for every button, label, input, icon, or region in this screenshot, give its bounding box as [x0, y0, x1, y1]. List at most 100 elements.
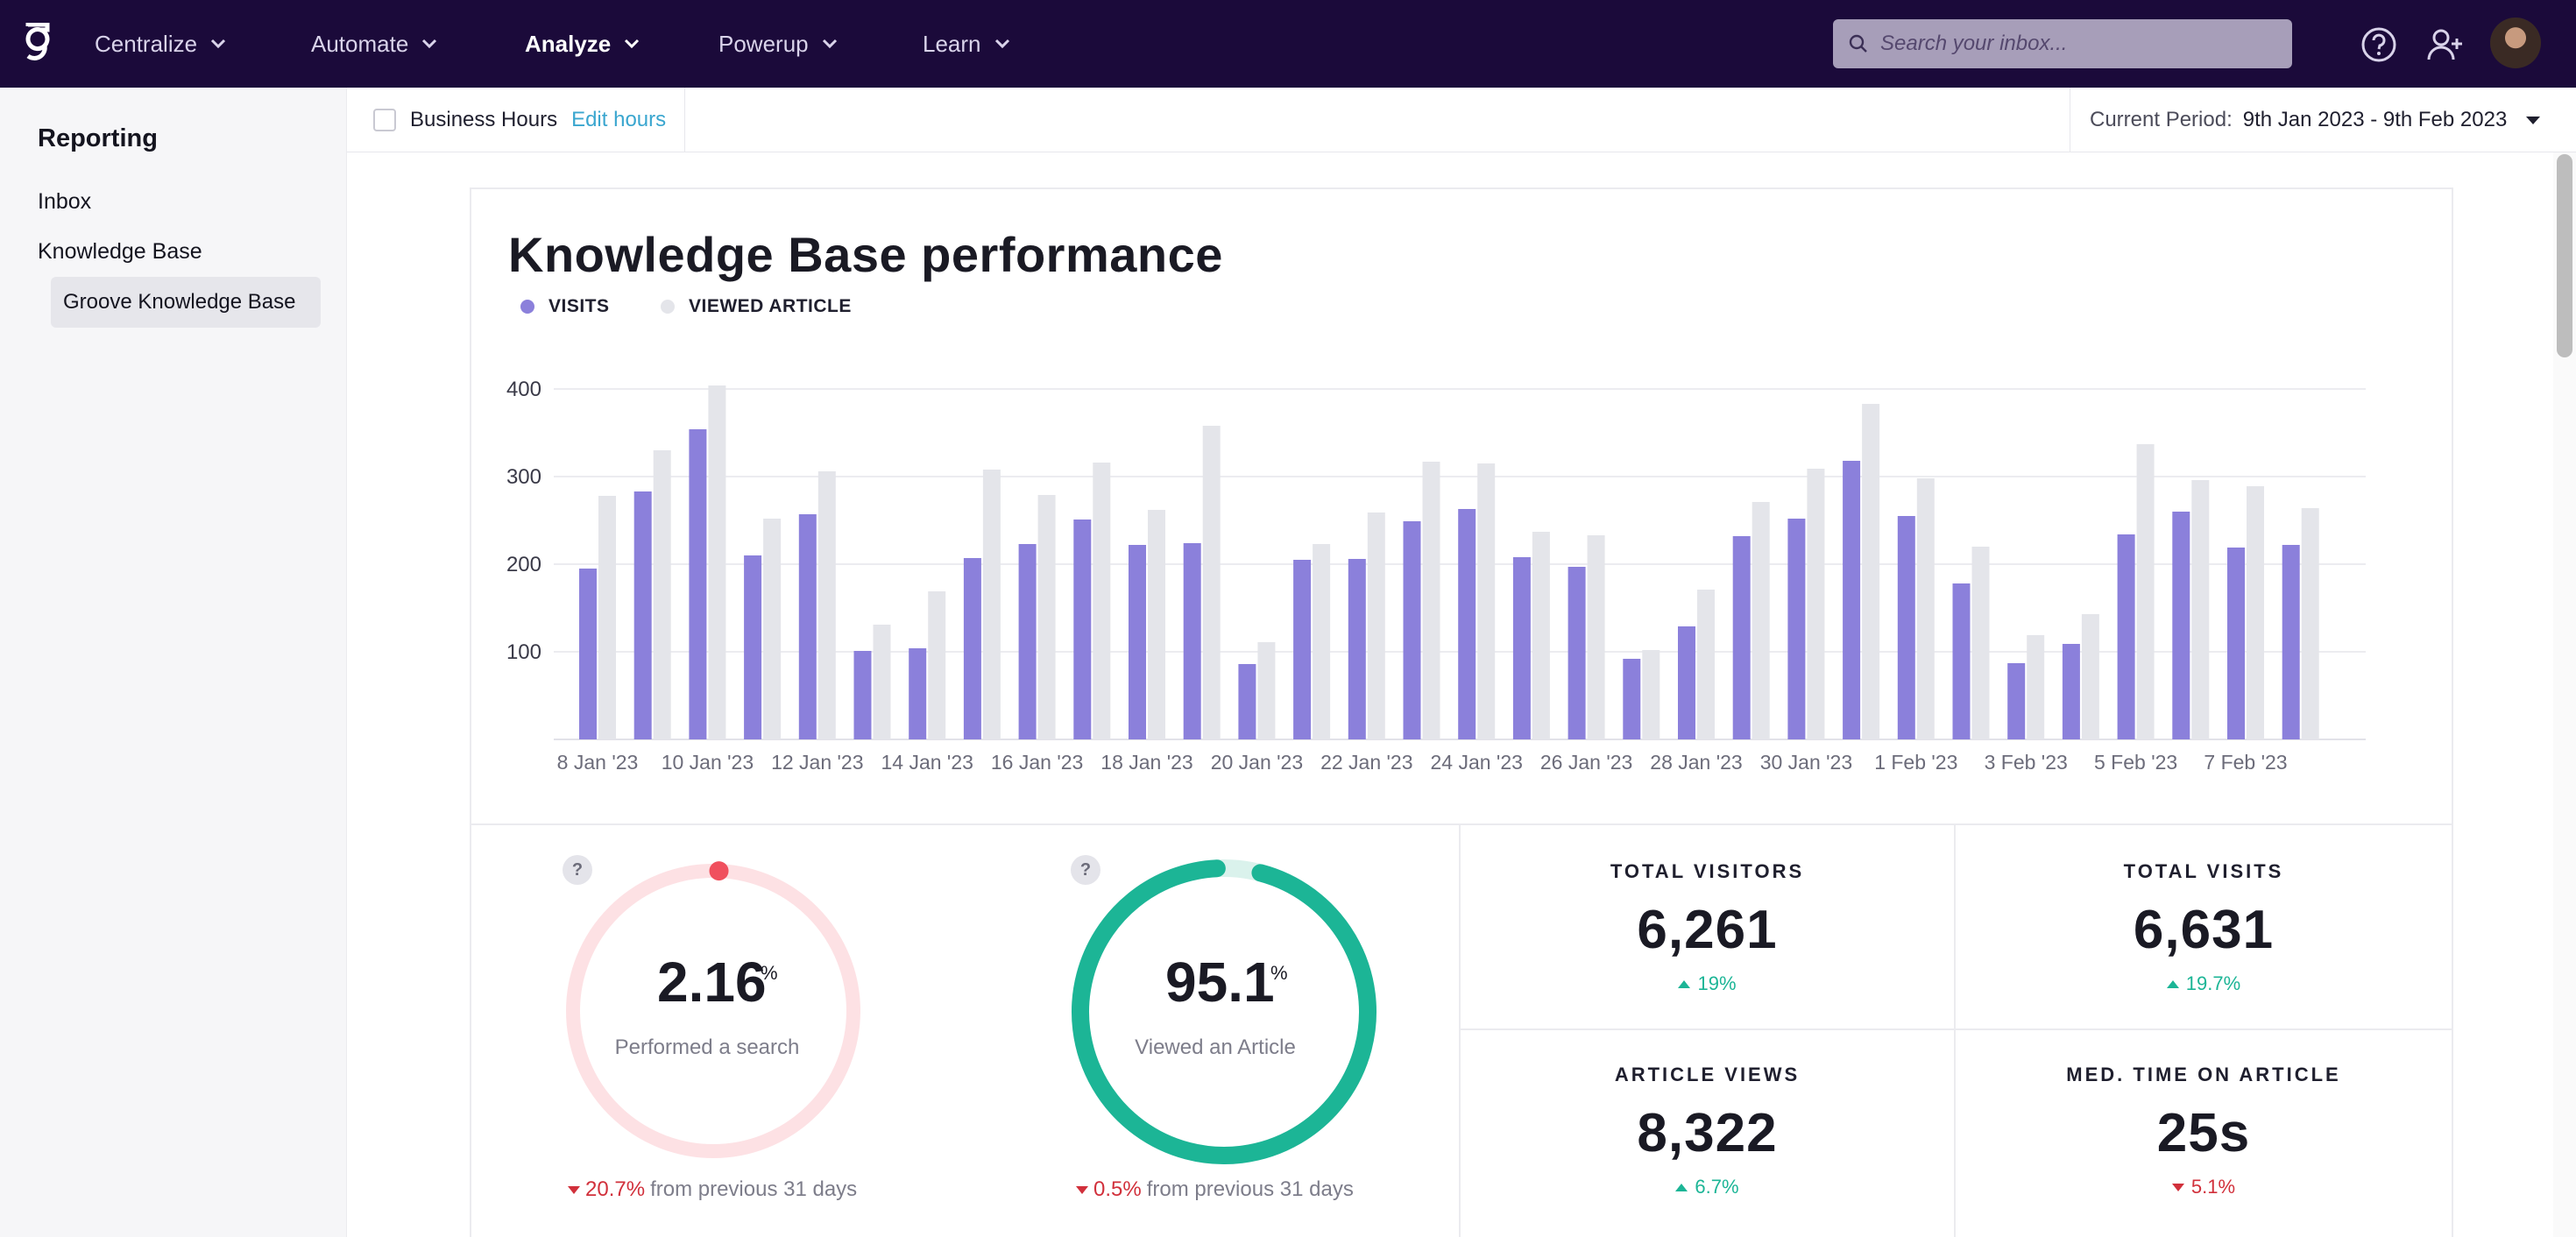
business-hours-checkbox[interactable]: [373, 109, 396, 131]
bar-visits[interactable]: [1787, 519, 1806, 739]
bar-visits[interactable]: [1348, 559, 1366, 739]
bar-visits[interactable]: [1238, 664, 1256, 739]
bar-visits[interactable]: [2117, 534, 2135, 739]
search-box[interactable]: [1833, 19, 2292, 68]
search-icon: [1849, 34, 1867, 53]
bar-viewed-article[interactable]: [653, 450, 671, 739]
bar-viewed-article[interactable]: [1642, 650, 1660, 739]
bar-visits[interactable]: [2172, 512, 2190, 739]
bar-viewed-article[interactable]: [1697, 590, 1715, 739]
bar-viewed-article[interactable]: [1313, 544, 1331, 739]
bar-viewed-article[interactable]: [1971, 547, 1990, 739]
scrollbar-thumb[interactable]: [2557, 154, 2572, 357]
nav-centralize[interactable]: Centralize: [95, 0, 227, 88]
divider: [1954, 823, 1956, 1237]
bar-viewed-article[interactable]: [708, 385, 726, 739]
bar-viewed-article[interactable]: [1477, 463, 1496, 739]
bar-visits[interactable]: [1183, 543, 1201, 739]
bar-visits[interactable]: [633, 491, 652, 739]
bar-viewed-article[interactable]: [2191, 480, 2210, 739]
bar-viewed-article[interactable]: [1916, 478, 1935, 739]
nav-label: Automate: [311, 30, 409, 57]
nav-automate[interactable]: Automate: [311, 0, 438, 88]
bar-viewed-article[interactable]: [2136, 444, 2155, 739]
bar-viewed-article[interactable]: [2301, 508, 2319, 739]
bar-viewed-article[interactable]: [1422, 462, 1440, 739]
bar-viewed-article[interactable]: [1587, 535, 1605, 739]
bar-visits[interactable]: [1073, 520, 1092, 739]
bar-visits[interactable]: [1458, 509, 1476, 739]
bar-visits[interactable]: [1843, 461, 1861, 739]
bar-viewed-article[interactable]: [763, 519, 782, 739]
help-icon[interactable]: ?: [1071, 855, 1100, 885]
period-selector[interactable]: Current Period: 9th Jan 2023 - 9th Feb 2…: [2070, 88, 2576, 152]
bar-viewed-article[interactable]: [1037, 495, 1056, 739]
bar-visits[interactable]: [579, 569, 597, 739]
add-user-icon[interactable]: [2427, 26, 2464, 63]
nav-learn[interactable]: Learn: [923, 0, 1011, 88]
bar-visits[interactable]: [1678, 626, 1695, 739]
bar-visits[interactable]: [1568, 567, 1586, 739]
bar-visits[interactable]: [744, 555, 762, 739]
bar-visits[interactable]: [1623, 659, 1641, 739]
bar-viewed-article[interactable]: [982, 470, 1001, 739]
nav-analyze[interactable]: Analyze: [525, 0, 640, 88]
bar-viewed-article[interactable]: [2027, 635, 2045, 739]
bar-visits[interactable]: [1129, 545, 1146, 739]
bar-viewed-article[interactable]: [1532, 532, 1550, 739]
divider: [1459, 1028, 2453, 1030]
bar-viewed-article[interactable]: [1093, 463, 1111, 739]
bar-visits[interactable]: [1293, 560, 1312, 739]
stat-label: TOTAL VISITORS: [1610, 860, 1805, 882]
gauge-change: 20.7% from previous 31 days: [568, 1177, 857, 1202]
bar-visits[interactable]: [1403, 521, 1421, 739]
bar-viewed-article[interactable]: [1148, 510, 1165, 739]
filter-bar: [347, 88, 2576, 152]
bar-visits[interactable]: [1897, 516, 1915, 739]
bar-viewed-article[interactable]: [1807, 469, 1825, 739]
bar-visits[interactable]: [963, 558, 981, 739]
bar-viewed-article[interactable]: [873, 625, 891, 739]
sidebar-item-knowledge-base[interactable]: Knowledge Base: [38, 239, 202, 264]
groove-logo-icon[interactable]: [23, 23, 53, 61]
nav-powerup[interactable]: Powerup: [718, 0, 839, 88]
x-tick-label: 24 Jan '23: [1430, 751, 1522, 774]
help-circle-icon[interactable]: [2360, 26, 2397, 63]
bar-visits[interactable]: [2282, 545, 2300, 739]
bar-viewed-article[interactable]: [2247, 486, 2264, 739]
legend-label: VIEWED ARTICLE: [689, 296, 852, 316]
report-title: Knowledge Base performance: [508, 227, 1223, 282]
bar-visits[interactable]: [853, 651, 872, 739]
bar-viewed-article[interactable]: [817, 471, 836, 739]
y-tick-label: 100: [506, 640, 541, 664]
bar-viewed-article[interactable]: [1862, 404, 1880, 739]
bar-viewed-article[interactable]: [1367, 512, 1385, 739]
bar-visits[interactable]: [798, 514, 817, 739]
bar-viewed-article[interactable]: [1257, 642, 1276, 739]
bar-visits[interactable]: [909, 648, 927, 739]
bar-viewed-article[interactable]: [928, 591, 946, 739]
stat-value: 25s: [2156, 1103, 2251, 1163]
x-tick-label: 1 Feb '23: [1874, 751, 1957, 774]
change-text: from previous 31 days: [1146, 1177, 1354, 1201]
bar-visits[interactable]: [1018, 544, 1037, 739]
bar-visits[interactable]: [2062, 644, 2080, 739]
bar-visits[interactable]: [689, 429, 707, 739]
bar-visits[interactable]: [2227, 548, 2245, 739]
bar-visits[interactable]: [1952, 583, 1971, 739]
bar-viewed-article[interactable]: [1752, 502, 1770, 739]
help-icon[interactable]: ?: [563, 855, 592, 885]
bar-visits[interactable]: [2007, 663, 2026, 739]
bar-viewed-article[interactable]: [2081, 614, 2099, 739]
stat-value: 6,261: [1637, 900, 1778, 960]
avatar[interactable]: [2490, 18, 2541, 68]
bar-visits[interactable]: [1512, 557, 1531, 739]
edit-hours-link[interactable]: Edit hours: [571, 108, 667, 131]
bar-visits[interactable]: [1732, 536, 1751, 739]
search-input[interactable]: [1880, 32, 2266, 56]
sidebar-item-groove-knowledge-base[interactable]: Groove Knowledge Base: [51, 277, 321, 328]
bar-viewed-article[interactable]: [598, 496, 616, 739]
scrollbar[interactable]: [2553, 152, 2576, 1237]
bar-viewed-article[interactable]: [1202, 426, 1221, 739]
sidebar-item-inbox[interactable]: Inbox: [38, 189, 92, 214]
